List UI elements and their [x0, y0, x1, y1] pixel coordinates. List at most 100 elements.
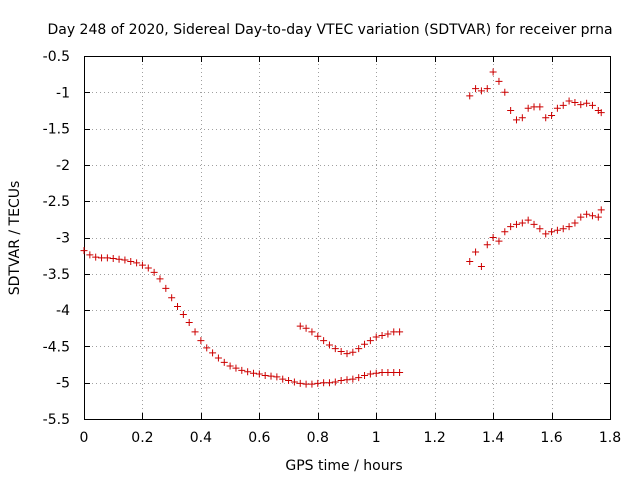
data-point: [536, 103, 544, 111]
data-point: [571, 219, 579, 227]
data-point: [255, 370, 263, 378]
series-track-a: [80, 247, 404, 388]
y-tick-label: -2.5: [43, 194, 70, 210]
y-tick-label: -1: [56, 85, 70, 101]
data-point: [203, 344, 211, 352]
data-point: [559, 225, 567, 233]
chart-title: Day 248 of 2020, Sidereal Day-to-day VTE…: [47, 22, 612, 38]
data-point: [325, 379, 333, 387]
data-point: [337, 347, 345, 355]
y-tick-label: -5.5: [43, 412, 70, 428]
data-point: [577, 213, 585, 221]
data-point: [571, 98, 579, 106]
data-points: [80, 68, 605, 388]
x-tick-label: 1.2: [424, 430, 446, 446]
data-point: [290, 378, 298, 386]
data-point: [308, 380, 316, 388]
data-point: [483, 241, 491, 249]
data-point: [308, 328, 316, 336]
data-point: [577, 101, 585, 109]
x-tick-label: 1.6: [540, 430, 562, 446]
data-point: [542, 230, 550, 238]
data-point: [279, 375, 287, 383]
data-point: [80, 247, 88, 255]
data-point: [302, 324, 310, 332]
data-point: [92, 253, 100, 261]
data-point: [343, 376, 351, 384]
grid-lines: [84, 56, 610, 419]
data-point: [103, 254, 111, 262]
data-point: [583, 99, 591, 107]
data-point: [115, 255, 123, 263]
data-point: [209, 349, 217, 357]
data-point: [553, 104, 561, 112]
data-point: [156, 275, 164, 283]
plot-frame: [84, 56, 611, 420]
data-point: [483, 85, 491, 93]
data-point: [378, 369, 386, 377]
data-point: [565, 97, 573, 105]
data-point: [296, 379, 304, 387]
data-point: [331, 345, 339, 353]
data-point: [366, 370, 374, 378]
data-point: [98, 254, 106, 262]
data-point: [530, 103, 538, 111]
data-point: [320, 379, 328, 387]
x-tick-label: 1: [372, 430, 381, 446]
data-point: [314, 332, 322, 340]
data-point: [244, 368, 252, 376]
y-tick-label: -2: [56, 158, 70, 174]
data-point: [583, 210, 591, 218]
data-point: [226, 362, 234, 370]
data-point: [524, 104, 532, 112]
data-point: [349, 348, 357, 356]
y-tick-label: -5: [56, 376, 70, 392]
data-point: [384, 330, 392, 338]
data-point: [518, 219, 526, 227]
data-point: [477, 87, 485, 95]
data-point: [512, 116, 520, 124]
x-tick-label: 1.8: [599, 430, 621, 446]
data-point: [472, 85, 480, 93]
y-tick-label: -4: [56, 303, 70, 319]
data-point: [542, 114, 550, 122]
data-point: [390, 328, 398, 336]
data-point: [472, 248, 480, 256]
data-point: [249, 369, 257, 377]
data-point: [466, 92, 474, 100]
y-axis-label: SDTVAR / TECUs: [7, 181, 23, 296]
y-tick-label: -3.5: [43, 267, 70, 283]
data-point: [214, 354, 222, 362]
axis-ticks: [84, 56, 611, 420]
y-tick-label: -4.5: [43, 339, 70, 355]
data-point: [495, 237, 503, 245]
data-point: [121, 256, 129, 264]
data-point: [220, 358, 228, 366]
data-point: [512, 220, 520, 228]
data-point: [238, 366, 246, 374]
series-track-d: [466, 206, 605, 271]
data-point: [162, 284, 170, 292]
series-track-b: [296, 322, 404, 358]
y-tick-label: -0.5: [43, 49, 70, 65]
data-point: [185, 318, 193, 326]
data-point: [296, 322, 304, 330]
data-point: [489, 234, 497, 241]
data-point: [349, 375, 357, 383]
data-point: [548, 228, 556, 236]
data-point: [331, 378, 339, 386]
data-point: [495, 77, 503, 85]
data-point: [273, 373, 281, 381]
series-track-c: [466, 68, 605, 124]
x-tick-label: 1.4: [482, 430, 504, 446]
data-point: [314, 379, 322, 387]
x-tick-label: 0.4: [190, 430, 212, 446]
data-point: [174, 302, 182, 310]
x-axis-label: GPS time / hours: [285, 458, 402, 474]
data-point: [501, 88, 509, 96]
data-point: [197, 337, 205, 345]
data-point: [594, 213, 602, 221]
data-point: [191, 328, 199, 336]
data-point: [597, 109, 605, 117]
